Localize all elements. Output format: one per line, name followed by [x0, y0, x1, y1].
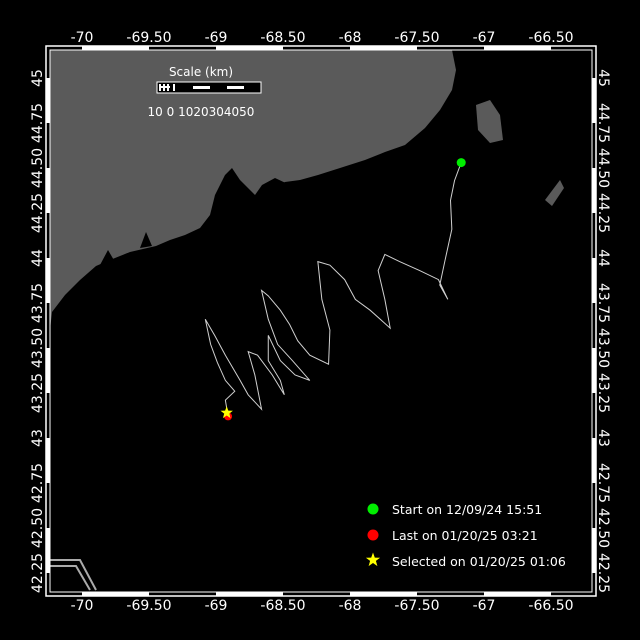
lat-label-right: 43	[595, 429, 611, 447]
frame-band	[350, 592, 417, 596]
lat-label-left: 43.75	[30, 283, 46, 323]
coastal-inlets	[100, 168, 305, 265]
lon-label-top: -69.50	[126, 30, 171, 46]
last-legend-icon	[367, 529, 379, 541]
lat-label-left: 43.25	[30, 373, 46, 413]
track-line	[204, 162, 462, 417]
start-legend-icon	[367, 503, 379, 515]
lat-label-left: 44	[30, 249, 46, 267]
frame-band	[46, 348, 50, 393]
frame-band	[82, 46, 149, 50]
frame-band	[46, 258, 50, 303]
frame-band	[592, 168, 596, 213]
lon-label-top: -66.50	[528, 30, 573, 46]
lat-label-left: 43.50	[30, 328, 46, 368]
lat-label-right: 44.50	[595, 148, 611, 188]
lon-label-top: -68.50	[260, 30, 305, 46]
scale-bar: Scale (km) 10 0 1020304050	[148, 65, 262, 119]
lon-label-bottom: -69	[205, 598, 228, 614]
star-legend-icon	[365, 552, 381, 567]
lat-label-left: 44.25	[30, 193, 46, 233]
legend: Start on 12/09/24 15:51 Last on 01/20/25…	[365, 502, 566, 569]
lon-label-bottom: -66.50	[528, 598, 573, 614]
lat-label-right: 43.25	[595, 373, 611, 413]
lon-label-bottom: -67	[473, 598, 496, 614]
lat-label-left: 42.75	[30, 463, 46, 503]
land	[50, 50, 564, 330]
frame-tick-bands	[46, 46, 596, 596]
start-marker[interactable]	[456, 158, 466, 168]
frame-band	[592, 258, 596, 303]
frame-band	[592, 78, 596, 123]
cape-outline	[50, 559, 97, 591]
lat-label-right: 44	[595, 249, 611, 267]
lat-label-left: 44.50	[30, 148, 46, 188]
frame-band	[350, 46, 417, 50]
lon-label-top: -67	[473, 30, 496, 46]
lat-label-right: 43.75	[595, 283, 611, 323]
frame-band	[82, 592, 149, 596]
scale-labels: 10 0 1020304050	[148, 105, 255, 119]
scale-title: Scale (km)	[169, 65, 233, 79]
markers	[220, 158, 466, 421]
drifter-track	[204, 162, 462, 417]
frame-band	[592, 348, 596, 393]
lon-label-bottom: -69.50	[126, 598, 171, 614]
lat-label-right: 42.75	[595, 463, 611, 503]
frame-band	[592, 438, 596, 483]
frame-band	[46, 168, 50, 213]
legend-selected: Selected on 01/20/25 01:06	[392, 554, 566, 569]
lat-label-left: 45	[30, 69, 46, 87]
legend-last: Last on 01/20/25 03:21	[392, 528, 538, 543]
lat-label-left: 42.50	[30, 508, 46, 548]
lat-label-left: 44.75	[30, 103, 46, 143]
lat-label-right: 44.25	[595, 193, 611, 233]
lat-label-right: 42.50	[595, 508, 611, 548]
lon-label-top: -70	[71, 30, 94, 46]
frame-band	[484, 592, 551, 596]
lat-label-right: 44.75	[595, 103, 611, 143]
lat-label-right: 42.25	[595, 553, 611, 593]
lon-label-bottom: -70	[71, 598, 94, 614]
lon-label-bottom: -67.50	[394, 598, 439, 614]
frame-band	[592, 528, 596, 573]
lon-label-bottom: -68	[339, 598, 362, 614]
map-frame-outer	[45, 45, 597, 597]
map-frame-inner	[49, 49, 593, 593]
frame-band	[46, 78, 50, 123]
lon-label-top: -68	[339, 30, 362, 46]
frame-band	[216, 46, 283, 50]
frame-band	[46, 528, 50, 573]
lat-label-left: 43	[30, 429, 46, 447]
lon-label-bottom: -68.50	[260, 598, 305, 614]
lat-label-right: 45	[595, 69, 611, 87]
lon-label-top: -69	[205, 30, 228, 46]
frame-band	[216, 592, 283, 596]
selected-marker[interactable]	[220, 406, 233, 419]
lat-label-left: 42.25	[30, 553, 46, 593]
frame-band	[46, 438, 50, 483]
axis-labels: -70 -70 -69.50 -69.50 -69 -69 -68.50 -68.50 -68 -…	[30, 30, 611, 614]
frame-band	[484, 46, 551, 50]
lat-label-right: 43.50	[595, 328, 611, 368]
legend-start: Start on 12/09/24 15:51	[392, 502, 542, 517]
lon-label-top: -67.50	[394, 30, 439, 46]
